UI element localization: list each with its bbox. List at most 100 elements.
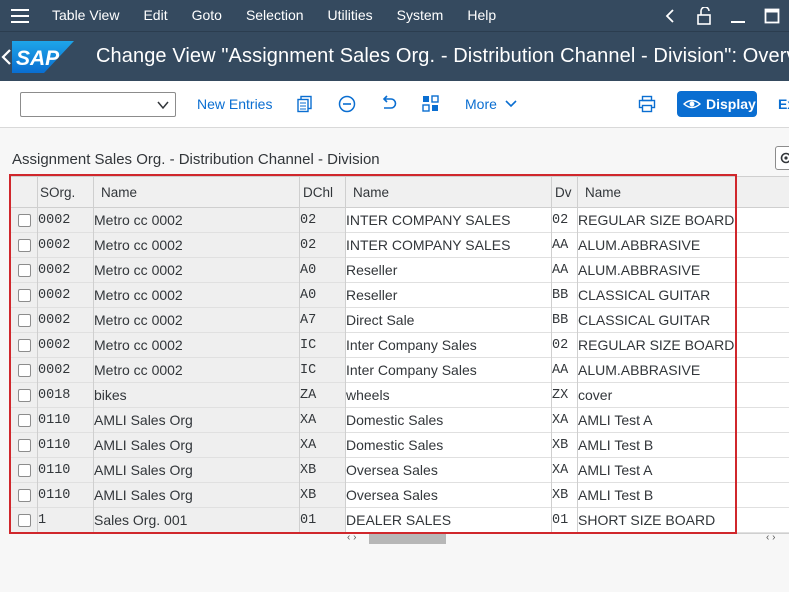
cell-dv-name[interactable]: cover	[578, 387, 613, 403]
cell-sorg-name[interactable]: Metro cc 0002	[94, 362, 183, 378]
cell-dv[interactable]: 02	[552, 213, 569, 228]
table-row[interactable]: 0002 Metro cc 0002 IC Inter Company Sales AA…	[11, 358, 789, 383]
row-select-checkbox[interactable]	[18, 239, 31, 252]
cell-dv-name[interactable]: REGULAR SIZE BOARD	[578, 212, 735, 228]
table-row[interactable]: 0110 AMLI Sales Org XB Oversea Sales XB AMLI …	[11, 483, 789, 508]
new-entries-button[interactable]: New Entries	[197, 96, 273, 112]
cell-dchl[interactable]: XB	[300, 463, 317, 478]
maximize-icon[interactable]	[755, 0, 789, 31]
menu-goto[interactable]: Goto	[191, 7, 222, 23]
cell-dchl-name[interactable]: Oversea Sales	[346, 487, 438, 503]
scroll-left-icon[interactable]: ‹ ›	[347, 532, 357, 543]
cell-dchl[interactable]: IC	[300, 338, 317, 353]
hamburger-icon[interactable]	[0, 0, 40, 31]
menu-edit[interactable]: Edit	[143, 7, 168, 23]
cell-dv[interactable]: XB	[552, 438, 569, 453]
cell-sorg-name[interactable]: Metro cc 0002	[94, 262, 183, 278]
cell-dv[interactable]: AA	[552, 263, 569, 278]
scroll-right-icon[interactable]: ‹ ›	[766, 532, 776, 543]
row-select-checkbox[interactable]	[18, 364, 31, 377]
cell-dv[interactable]: XB	[552, 488, 569, 503]
cell-sorg-name[interactable]: AMLI Sales Org	[94, 437, 193, 453]
header-dv[interactable]: Dv	[555, 185, 572, 200]
row-select-checkbox[interactable]	[18, 464, 31, 477]
row-select-checkbox[interactable]	[18, 514, 31, 527]
cell-dchl[interactable]: ZA	[300, 388, 317, 403]
cell-dchl-name[interactable]: Direct Sale	[346, 312, 415, 328]
cell-sorg-name[interactable]: AMLI Sales Org	[94, 412, 193, 428]
cell-dchl-name[interactable]: Reseller	[346, 262, 398, 278]
cell-dchl[interactable]: IC	[300, 363, 317, 378]
header-sorg-name[interactable]: Name	[101, 185, 138, 200]
cell-dchl[interactable]: 02	[300, 238, 317, 253]
header-dv-name[interactable]: Name	[585, 185, 622, 200]
row-select-checkbox[interactable]	[18, 314, 31, 327]
row-select-checkbox[interactable]	[18, 339, 31, 352]
cell-dv-name[interactable]: CLASSICAL GUITAR	[578, 287, 711, 303]
table-row[interactable]: 0002 Metro cc 0002 02 INTER COMPANY SALES 02…	[11, 208, 789, 233]
cell-dv[interactable]: BB	[552, 288, 569, 303]
cell-dv-name[interactable]: AMLI Test A	[578, 462, 653, 478]
cell-dv[interactable]: XA	[552, 413, 569, 428]
row-select-checkbox[interactable]	[18, 414, 31, 427]
minus-circle-icon[interactable]	[336, 93, 358, 115]
cell-dv-name[interactable]: CLASSICAL GUITAR	[578, 312, 711, 328]
menu-selection[interactable]: Selection	[245, 7, 304, 23]
cell-dv-name[interactable]: AMLI Test B	[578, 487, 654, 503]
cell-dchl-name[interactable]: INTER COMPANY SALES	[346, 237, 511, 253]
undo-icon[interactable]	[378, 93, 400, 115]
unlock-icon[interactable]	[687, 0, 721, 31]
cell-dchl-name[interactable]: Oversea Sales	[346, 462, 438, 478]
row-select-checkbox[interactable]	[18, 439, 31, 452]
cell-dchl[interactable]: A0	[300, 288, 317, 303]
row-select-checkbox[interactable]	[18, 289, 31, 302]
table-row[interactable]: 1 Sales Org. 001 01 DEALER SALES 01 SHORT SIZ…	[11, 508, 789, 533]
more-button[interactable]: More	[465, 96, 518, 112]
menu-table-view[interactable]: Table View	[52, 7, 120, 23]
cell-dchl-name[interactable]: Domestic Sales	[346, 437, 444, 453]
cell-sorg-name[interactable]: Metro cc 0002	[94, 212, 183, 228]
cell-dchl-name[interactable]: Reseller	[346, 287, 398, 303]
cell-dv-name[interactable]: ALUM.ABBRASIVE	[578, 362, 701, 378]
horizontal-scrollbar[interactable]: ‹ › ‹ ›	[10, 532, 789, 544]
table-row[interactable]: 0002 Metro cc 0002 A0 Reseller AA ALUM.ABBRAS…	[11, 258, 789, 283]
cell-dchl[interactable]: XA	[300, 438, 317, 453]
cell-dv[interactable]: ZX	[552, 388, 569, 403]
cell-dv[interactable]: 02	[552, 338, 569, 353]
cell-dv-name[interactable]: AMLI Test B	[578, 437, 654, 453]
cell-sorg-name[interactable]: Metro cc 0002	[94, 287, 183, 303]
exit-button[interactable]: Ex	[778, 96, 789, 112]
cell-dv-name[interactable]: ALUM.ABBRASIVE	[578, 237, 701, 253]
cell-dv[interactable]: AA	[552, 238, 569, 253]
cell-sorg-name[interactable]: AMLI Sales Org	[94, 462, 193, 478]
cell-dv[interactable]: XA	[552, 463, 569, 478]
cell-dchl-name[interactable]: Domestic Sales	[346, 412, 444, 428]
table-row[interactable]: 0002 Metro cc 0002 A0 Reseller BB CLASSICAL G…	[11, 283, 789, 308]
cell-dv-name[interactable]: AMLI Test A	[578, 412, 653, 428]
settings-gear-icon[interactable]	[775, 146, 789, 170]
cell-dv[interactable]: BB	[552, 313, 569, 328]
cell-dv-name[interactable]: ALUM.ABBRASIVE	[578, 262, 701, 278]
back-arrow-icon[interactable]	[0, 32, 12, 81]
scrollbar-thumb[interactable]	[369, 534, 446, 544]
minimize-icon[interactable]	[721, 0, 755, 31]
row-select-checkbox[interactable]	[18, 389, 31, 402]
row-select-checkbox[interactable]	[18, 489, 31, 502]
table-row[interactable]: 0002 Metro cc 0002 IC Inter Company Sales 02…	[11, 333, 789, 358]
cell-dchl[interactable]: A7	[300, 313, 317, 328]
cell-sorg-name[interactable]: Sales Org. 001	[94, 512, 188, 528]
chevron-left-icon[interactable]	[653, 0, 687, 31]
cell-dchl[interactable]: 02	[300, 213, 317, 228]
menu-utilities[interactable]: Utilities	[327, 7, 373, 23]
cell-dchl[interactable]: A0	[300, 263, 317, 278]
variant-dropdown[interactable]	[20, 92, 176, 117]
row-select-checkbox[interactable]	[18, 214, 31, 227]
menu-help[interactable]: Help	[467, 7, 497, 23]
cell-dchl-name[interactable]: Inter Company Sales	[346, 362, 477, 378]
display-button[interactable]: Display	[677, 91, 757, 117]
cell-dchl[interactable]: 01	[300, 513, 317, 528]
cell-dv[interactable]: AA	[552, 363, 569, 378]
cell-dchl-name[interactable]: Inter Company Sales	[346, 337, 477, 353]
copy-icon[interactable]	[294, 93, 316, 115]
table-row[interactable]: 0002 Metro cc 0002 02 INTER COMPANY SALES AA…	[11, 233, 789, 258]
